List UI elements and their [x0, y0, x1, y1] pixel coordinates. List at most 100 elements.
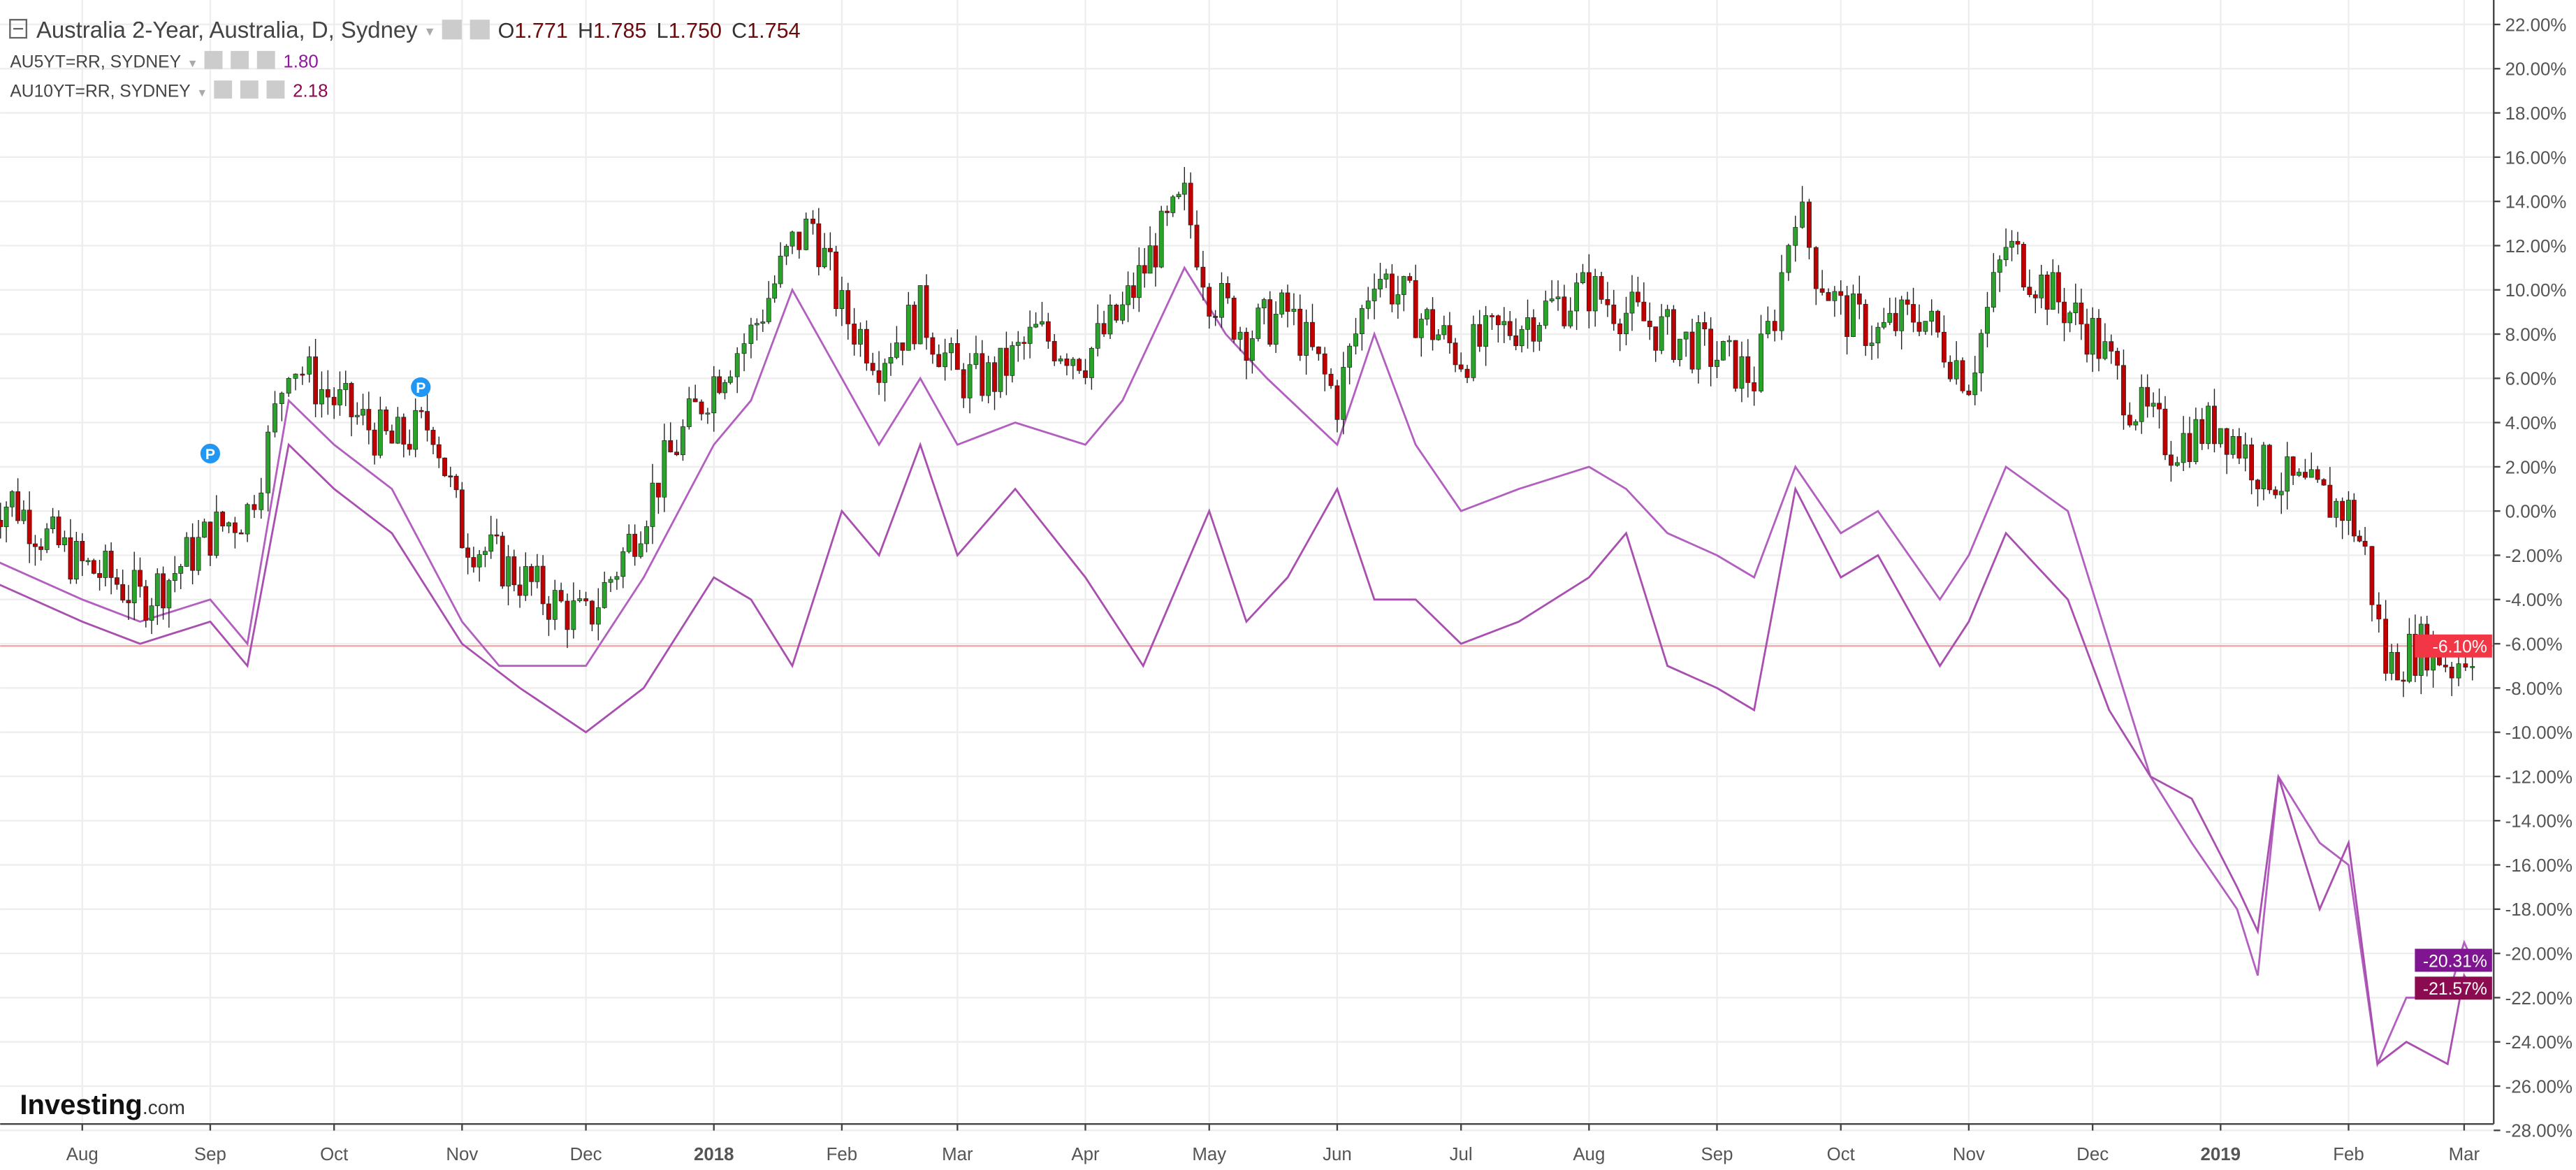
candle-body — [1040, 321, 1045, 325]
candle-body — [286, 378, 291, 393]
candle-body — [2133, 421, 2139, 426]
main-series-title[interactable]: Australia 2-Year, Australia, D, Sydney — [36, 17, 418, 43]
candle-body — [2169, 454, 2174, 466]
candle — [674, 440, 679, 456]
eye-icon[interactable] — [204, 50, 223, 69]
candle-body — [2109, 341, 2114, 352]
candle-body — [1213, 316, 1218, 318]
candle-body — [827, 247, 833, 252]
candle — [2090, 307, 2095, 373]
candle-body — [2266, 445, 2272, 491]
close-icon[interactable] — [266, 80, 285, 99]
candle-body — [361, 409, 365, 416]
candle — [1101, 310, 1107, 338]
gear-icon[interactable] — [231, 50, 249, 69]
candle-body — [954, 343, 960, 370]
candle-body — [44, 528, 50, 550]
close-icon[interactable] — [256, 50, 275, 69]
candle-body — [882, 363, 887, 383]
candle-body — [259, 492, 264, 510]
dropdown-icon[interactable]: ▾ — [199, 85, 206, 100]
y-tick-label: -28.00% — [2505, 1122, 2573, 1141]
candle — [1436, 328, 1441, 341]
candle-body — [1027, 326, 1033, 344]
candle — [1635, 276, 1640, 307]
candle — [1010, 341, 1015, 383]
candle — [681, 419, 685, 461]
candle-body — [465, 547, 471, 558]
candle — [1495, 315, 1501, 342]
candle-body — [0, 519, 3, 528]
candle-body — [1447, 325, 1453, 343]
candle-body — [2383, 619, 2389, 674]
candle-body — [354, 414, 360, 417]
candle — [401, 413, 407, 458]
candle — [1347, 343, 1353, 384]
marker-label: P — [416, 380, 425, 396]
candle-body — [2449, 667, 2454, 679]
candle — [1947, 355, 1953, 382]
candle — [2334, 498, 2339, 528]
series-title-au10y[interactable]: AU10YT=RR, SYDNEY — [10, 82, 190, 101]
candle-body — [699, 401, 704, 414]
dropdown-icon[interactable]: ▾ — [426, 24, 434, 40]
candle-body — [1580, 272, 1585, 284]
candle-body — [1586, 272, 1592, 312]
candle-body — [2389, 651, 2394, 674]
candle — [1170, 194, 1176, 217]
candle-body — [894, 342, 899, 358]
gear-icon[interactable] — [240, 80, 259, 99]
candle — [1378, 263, 1383, 298]
candle — [154, 568, 160, 626]
candle-body — [1881, 322, 1886, 328]
last-value-labels: -6.10% -20.31% -21.57% — [2415, 634, 2492, 1000]
candle — [1353, 317, 1358, 355]
y-axis[interactable]: 22.00% 20.00% 18.00% 16.00% 14.00% 12.00% 10.0… — [2494, 15, 2573, 1141]
candle — [103, 544, 108, 586]
candle — [1507, 311, 1513, 340]
series-title-au5y[interactable]: AU5YT=RR, SYDNEY — [10, 52, 181, 71]
candle-body — [1677, 338, 1682, 360]
collapse-icon[interactable] — [9, 19, 28, 39]
candle — [2102, 323, 2108, 361]
candle-body — [442, 457, 447, 477]
candle-body — [1759, 333, 1763, 391]
candle-body — [384, 409, 389, 431]
candle-body — [1689, 331, 1695, 370]
candle-body — [523, 566, 528, 596]
candle — [21, 500, 27, 525]
candle-body — [1003, 347, 1009, 376]
candle-body — [1477, 324, 1483, 347]
candle-body — [62, 537, 67, 545]
candle — [2443, 654, 2448, 672]
markers[interactable]: PP — [200, 377, 431, 464]
x-tick-label: Sep — [1701, 1145, 1733, 1164]
candle — [1555, 280, 1561, 311]
candle — [870, 352, 875, 376]
x-axis[interactable]: Aug Sep Oct Nov Dec 2018 Feb Mar Apr May Jun Jul Aug… — [66, 1124, 2480, 1164]
eye-icon[interactable] — [214, 80, 233, 99]
candle-body — [1720, 341, 1726, 361]
candle-body — [372, 429, 377, 456]
candle — [232, 517, 238, 549]
candle-body — [1153, 245, 1158, 268]
candle — [442, 457, 447, 477]
candle-body — [674, 452, 679, 456]
gear-icon[interactable] — [470, 20, 490, 40]
last-value-text: -6.10% — [2433, 638, 2487, 657]
candle — [1153, 233, 1158, 287]
candle — [590, 600, 595, 632]
candle — [1745, 339, 1751, 398]
candle-body — [973, 353, 979, 366]
candle — [1341, 352, 1346, 435]
candle-body — [924, 285, 929, 338]
candle-body — [3, 506, 9, 528]
candle-body — [1947, 361, 1953, 380]
candle-body — [97, 573, 102, 578]
dropdown-icon[interactable]: ▾ — [189, 55, 196, 70]
candle-body — [803, 218, 809, 250]
candle-body — [80, 541, 85, 561]
eye-icon[interactable] — [442, 20, 462, 40]
candle — [2224, 428, 2229, 475]
